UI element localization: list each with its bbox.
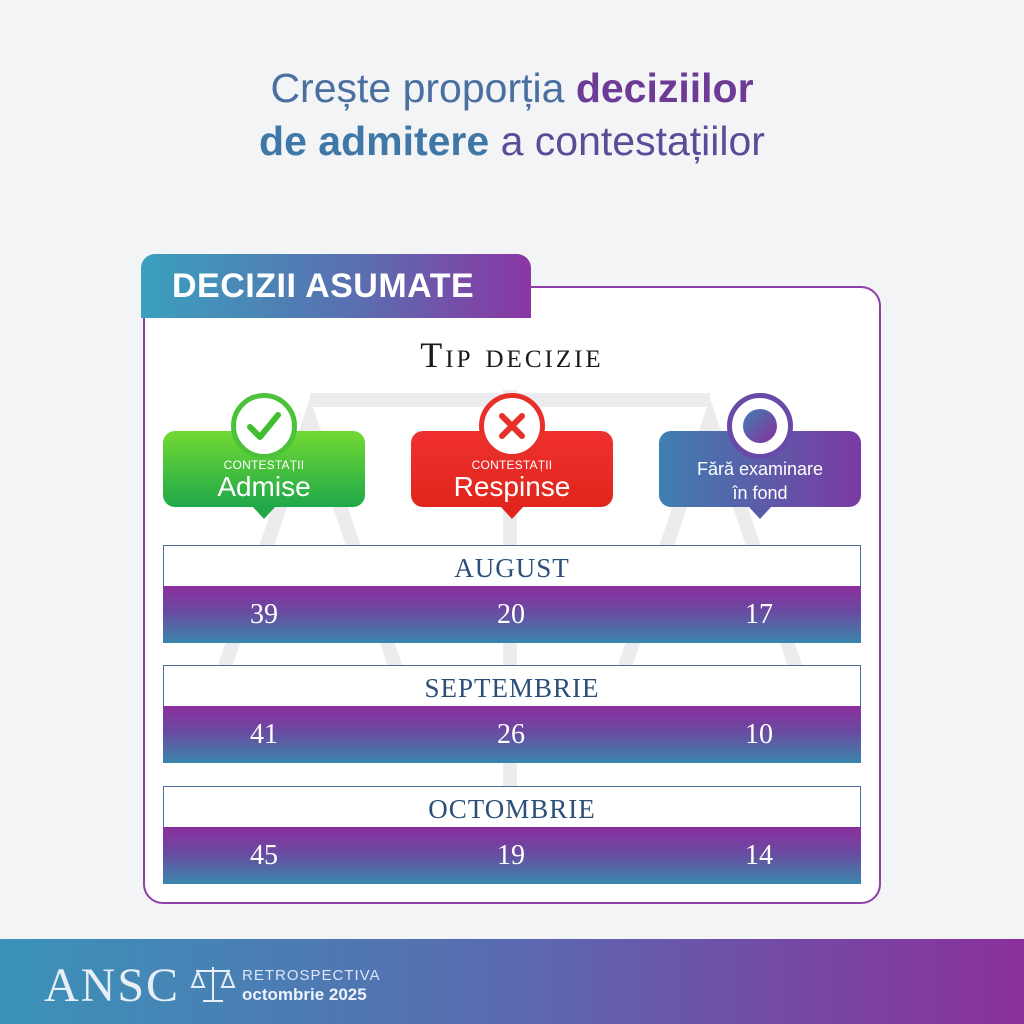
category-fara-line1: Fără examinare bbox=[696, 459, 824, 479]
headline: Crește proporția deciziilor de admitere … bbox=[0, 62, 1024, 168]
value-fara-examinare: 17 bbox=[745, 599, 773, 630]
headline-part2: deciziilor bbox=[575, 65, 754, 111]
value-fara-examinare: 10 bbox=[745, 719, 773, 750]
circle-dot-icon bbox=[727, 393, 793, 459]
value-fara-examinare: 14 bbox=[745, 840, 773, 871]
category-admise-small: CONTESTAȚII bbox=[223, 458, 305, 472]
month-name: OCTOMBRIE bbox=[163, 786, 861, 827]
headline-part1: Crește proporția bbox=[270, 65, 576, 111]
month-name: SEPTEMBRIE bbox=[163, 665, 861, 706]
category-respinse-label: Respinse bbox=[453, 471, 571, 502]
value-admise: 45 bbox=[250, 840, 278, 871]
month-row-octombrie: OCTOMBRIE 45 19 14 bbox=[163, 786, 861, 884]
category-fara-examinare: Fără examinare în fond bbox=[659, 393, 861, 519]
category-admise: CONTESTAȚII Admise bbox=[163, 393, 365, 519]
month-name: AUGUST bbox=[163, 545, 861, 586]
ansc-logo: ANSC bbox=[44, 959, 181, 1012]
value-respinse: 19 bbox=[497, 840, 525, 871]
category-respinse: CONTESTAȚII Respinse bbox=[411, 393, 613, 519]
value-admise: 39 bbox=[250, 599, 278, 630]
footer-bar bbox=[0, 939, 1024, 1024]
headline-part4: a contestațiilor bbox=[489, 118, 765, 164]
headline-part3: de admitere bbox=[259, 118, 490, 164]
check-icon bbox=[231, 393, 297, 459]
card-tab-label: DECIZII ASUMATE bbox=[141, 254, 531, 318]
category-fara-line2: în fond bbox=[732, 483, 788, 503]
card-title: Tip decizie bbox=[420, 335, 604, 375]
value-respinse: 20 bbox=[497, 599, 525, 630]
footer-retro-label: RETROSPECTIVA bbox=[242, 967, 381, 984]
category-admise-label: Admise bbox=[217, 471, 311, 502]
x-icon bbox=[479, 393, 545, 459]
footer-date: octombrie 2025 bbox=[242, 985, 367, 1004]
category-respinse-small: CONTESTAȚII bbox=[471, 458, 553, 472]
month-row-august: AUGUST 39 20 17 bbox=[163, 545, 861, 643]
value-admise: 41 bbox=[250, 719, 278, 750]
scales-logo-icon bbox=[190, 967, 236, 1002]
month-row-septembrie: SEPTEMBRIE 41 26 10 bbox=[163, 665, 861, 763]
value-respinse: 26 bbox=[497, 719, 525, 750]
